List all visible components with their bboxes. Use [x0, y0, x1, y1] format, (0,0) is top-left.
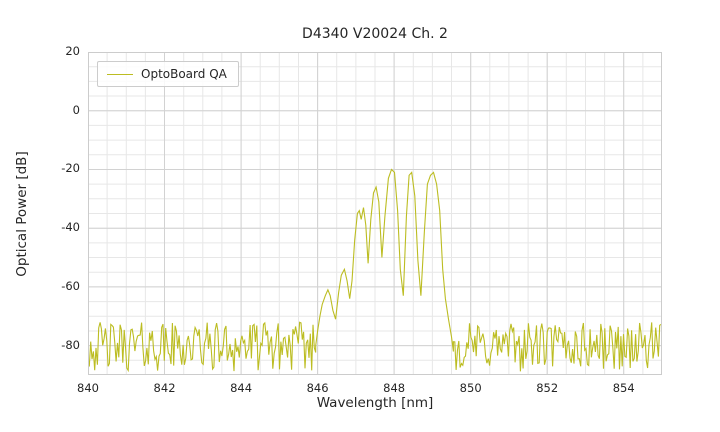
- x-tick-label: 844: [230, 381, 253, 395]
- x-tick-label: 850: [459, 381, 482, 395]
- x-tick-label: 848: [383, 381, 406, 395]
- y-tick-label: -60: [61, 278, 80, 293]
- legend-label: OptoBoard QA: [141, 67, 227, 81]
- y-tick-label: -20: [61, 161, 80, 176]
- plot-area: [88, 52, 662, 375]
- y-axis-label: Optical Power [dB]: [14, 151, 30, 277]
- spectrum-trace: [88, 168, 662, 373]
- x-tick-label: 852: [536, 381, 559, 395]
- grid: [88, 52, 662, 375]
- y-tick-label: -80: [61, 337, 80, 352]
- chart-title: D4340 V20024 Ch. 2: [302, 26, 448, 42]
- y-tick-label: -40: [61, 220, 80, 235]
- plot-border: [88, 52, 662, 375]
- legend: OptoBoard QA: [97, 61, 239, 87]
- x-tick-label: 842: [153, 381, 176, 395]
- x-tick-label: 846: [306, 381, 329, 395]
- legend-line-swatch: [107, 73, 133, 75]
- x-tick-label: 854: [612, 381, 635, 395]
- y-tick-label: 0: [72, 102, 80, 117]
- x-axis-label: Wavelength [nm]: [316, 395, 434, 411]
- x-tick-label: 840: [77, 381, 99, 395]
- y-tick-label: 20: [65, 44, 80, 58]
